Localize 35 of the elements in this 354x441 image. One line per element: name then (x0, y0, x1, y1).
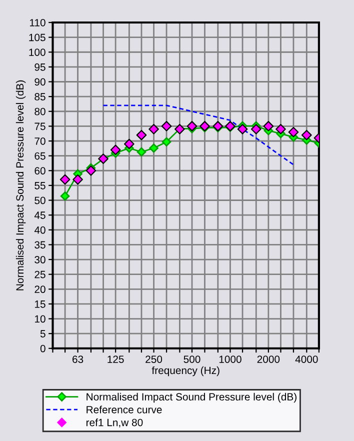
legend-label: Reference curve (86, 406, 162, 414)
y-tick-label: 55 (34, 182, 46, 190)
y-tick-label: 105 (29, 34, 46, 42)
y-tick-label: 60 (34, 167, 46, 175)
y-tick-label: 80 (34, 108, 46, 116)
y-tick-label: 90 (34, 78, 46, 86)
x-axis-title: frequency (Hz) (152, 366, 220, 376)
y-tick-label: 15 (35, 300, 46, 308)
y-tick-label: 45 (34, 212, 46, 219)
y-tick-label: 70 (34, 138, 46, 145)
x-tick-label: 63 (72, 356, 84, 363)
y-tick-label: 5 (40, 330, 46, 338)
y-tick-label: 40 (34, 226, 46, 234)
y-tick-label: 75 (34, 122, 46, 130)
y-tick-label: 30 (34, 256, 46, 264)
x-tick-label: 500 (184, 356, 200, 363)
y-axis-title: Normalised Impact Sound Pressure level (dB) (16, 80, 26, 290)
y-tick-label: 95 (34, 63, 46, 71)
y-tick-label: 10 (35, 315, 46, 323)
legend-label: ref1 Ln,w 80 (86, 418, 143, 428)
x-tick-label: 2000 (257, 356, 280, 363)
y-tick-label: 25 (34, 270, 46, 278)
y-tick-label: 35 (34, 241, 46, 249)
y-tick-label: 20 (34, 286, 46, 294)
x-tick-label: 1000 (219, 356, 242, 363)
y-tick-label: 100 (29, 48, 46, 56)
y-tick-label: 110 (30, 18, 46, 26)
x-tick-label: 250 (146, 356, 162, 363)
y-tick-label: 85 (34, 93, 46, 100)
y-tick-label: 50 (34, 196, 46, 204)
y-tick-label: 0 (40, 344, 46, 352)
legend-label: Normalised Impact Sound Pressure level (dB) (86, 392, 296, 403)
y-tick-label: 65 (34, 152, 46, 160)
x-tick-label: 4000 (295, 356, 318, 363)
x-tick-label: 125 (108, 356, 124, 363)
